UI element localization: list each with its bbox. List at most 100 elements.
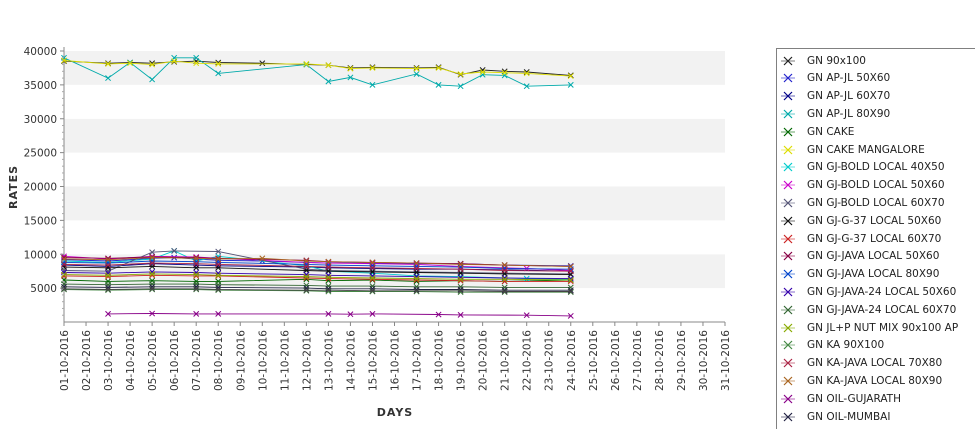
data-point xyxy=(325,287,332,294)
data-point xyxy=(435,81,442,88)
grid-band xyxy=(64,152,725,187)
legend-label: GN GJ-G-37 LOCAL 50X60 xyxy=(807,214,942,227)
data-point xyxy=(303,60,310,67)
x-tick-label: 02-10-2016 xyxy=(81,330,93,391)
y-tick-label: 5000 xyxy=(30,283,57,295)
x-tick-label: 21-10-2016 xyxy=(500,330,512,391)
legend-label: GN AP-JL 50X60 xyxy=(807,72,891,85)
series-line xyxy=(63,274,571,282)
data-point xyxy=(303,258,310,264)
data-point xyxy=(457,261,464,268)
data-point xyxy=(303,282,310,289)
legend-item: GN GJ-BOLD LOCAL 40X50 xyxy=(781,160,945,175)
data-point xyxy=(567,268,574,275)
data-point xyxy=(479,69,486,75)
data-point xyxy=(523,83,530,90)
legend-label: GN GJ-JAVA-24 LOCAL 50X60 xyxy=(807,285,957,298)
data-point xyxy=(369,259,376,266)
series-14 xyxy=(61,281,574,291)
data-point xyxy=(567,277,574,283)
y-tick-label: 10000 xyxy=(24,249,57,261)
legend-item: GN GJ-G-37 LOCAL 50X60 xyxy=(781,213,941,228)
data-point xyxy=(215,272,222,279)
x-tick-label: 09-10-2016 xyxy=(235,330,247,391)
data-point xyxy=(149,249,156,256)
series-line xyxy=(63,273,571,281)
data-point xyxy=(193,281,200,288)
data-point xyxy=(259,255,266,262)
legend-item: GN OIL-GUJARATH xyxy=(781,391,901,406)
legend-marker xyxy=(781,234,795,243)
series-18 xyxy=(61,254,574,270)
data-point xyxy=(567,288,574,295)
data-point xyxy=(457,311,464,318)
x-tick-label: 14-10-2016 xyxy=(345,330,357,391)
x-tick-label: 06-10-2016 xyxy=(169,330,181,391)
x-tick-label: 28-10-2016 xyxy=(654,330,666,391)
legend-marker xyxy=(781,216,795,226)
series-15 xyxy=(61,270,574,283)
data-point xyxy=(523,312,530,319)
data-point xyxy=(193,54,200,61)
data-point xyxy=(457,83,464,90)
data-point xyxy=(347,311,354,318)
legend-marker xyxy=(781,251,795,261)
series-21 xyxy=(61,285,574,295)
x-tick-label: 16-10-2016 xyxy=(390,330,402,391)
data-point xyxy=(193,278,200,285)
legend-item: GN GJ-G-37 LOCAL 60X70 xyxy=(781,231,941,246)
legend-label: GN KA 90X100 xyxy=(807,339,885,352)
legend-label: GN GJ-BOLD LOCAL 60X70 xyxy=(807,196,945,209)
legend-label: GN CAKE xyxy=(807,125,855,138)
data-point xyxy=(149,310,156,317)
series-line xyxy=(63,288,571,292)
data-point xyxy=(457,266,464,273)
data-point xyxy=(215,281,222,288)
data-point xyxy=(457,276,464,283)
data-point xyxy=(325,78,332,85)
legend-marker xyxy=(781,305,795,315)
x-tick-label: 31-10-2016 xyxy=(720,330,732,391)
x-tick-label: 27-10-2016 xyxy=(632,330,644,391)
y-tick-label: 30000 xyxy=(24,114,57,126)
data-point xyxy=(61,57,67,64)
data-point xyxy=(193,60,200,67)
legend-marker xyxy=(781,73,795,83)
grid-band xyxy=(64,118,725,153)
x-tick-label: 03-10-2016 xyxy=(103,330,115,391)
data-point xyxy=(501,69,508,76)
x-tick-label: 13-10-2016 xyxy=(323,330,335,391)
grid-band xyxy=(64,288,725,322)
legend-label: GN GJ-BOLD LOCAL 50X60 xyxy=(807,179,945,192)
data-point xyxy=(501,276,508,283)
line-chart: 500010000150002000025000300003500040000 … xyxy=(7,46,732,419)
legend-marker xyxy=(781,358,795,368)
data-point xyxy=(149,270,156,277)
data-point xyxy=(303,287,310,294)
x-tick-label: 22-10-2016 xyxy=(522,330,534,391)
data-point xyxy=(567,73,574,80)
series-line xyxy=(63,286,571,291)
data-point xyxy=(435,311,442,318)
data-point xyxy=(149,281,156,288)
legend-label: GN GJ-JAVA LOCAL 80X90 xyxy=(807,268,940,281)
data-point xyxy=(193,260,200,267)
series-line xyxy=(63,57,571,87)
data-point xyxy=(347,74,354,81)
data-point xyxy=(61,261,67,268)
legend-marker xyxy=(781,127,795,137)
legend-item: GN GJ-BOLD LOCAL 60X70 xyxy=(781,195,945,210)
legend-marker xyxy=(781,287,795,297)
legend-item: GN KA-JAVA LOCAL 70X80 xyxy=(781,356,942,371)
x-tick-label: 29-10-2016 xyxy=(676,330,688,391)
y-tick-label: 20000 xyxy=(24,182,57,194)
legend-item: GN AP-JL 60X70 xyxy=(781,89,890,104)
data-point xyxy=(413,287,420,294)
data-point xyxy=(369,283,376,290)
x-tick-label: 18-10-2016 xyxy=(434,330,446,391)
series-line xyxy=(63,260,571,270)
x-tick-label: 23-10-2016 xyxy=(544,330,556,391)
data-point xyxy=(369,275,376,281)
x-tick-label: 07-10-2016 xyxy=(191,330,203,391)
legend-label: GN GJ-G-37 LOCAL 60X70 xyxy=(807,232,942,245)
